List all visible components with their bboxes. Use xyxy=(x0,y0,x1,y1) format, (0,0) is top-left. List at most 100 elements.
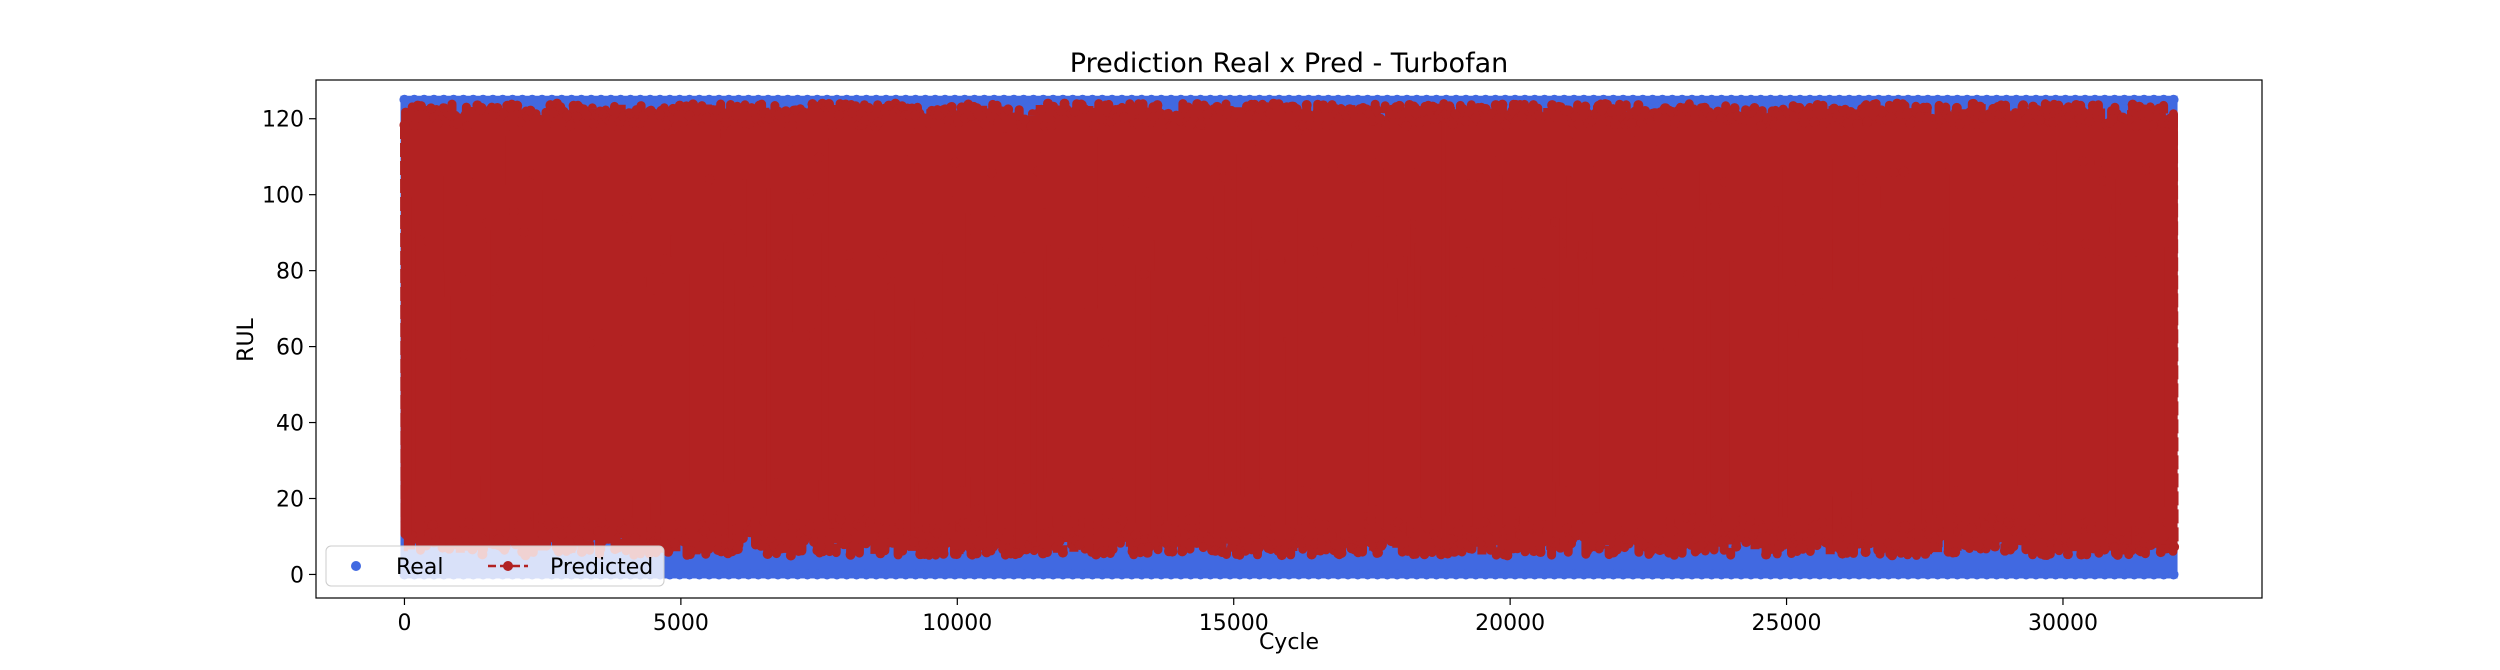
predicted-point xyxy=(2147,120,2158,131)
predicted-point xyxy=(1610,119,1621,130)
real-point xyxy=(1205,94,1216,105)
predicted-point xyxy=(1235,117,1246,128)
real-point xyxy=(1598,569,1609,580)
real-point xyxy=(2001,569,2012,580)
predicted-point xyxy=(1543,118,1554,129)
real-point xyxy=(949,569,960,580)
real-point xyxy=(1686,569,1697,580)
predicted-point xyxy=(1404,99,1415,110)
y-tick-label: 60 xyxy=(276,336,304,361)
predicted-point xyxy=(1868,99,1879,110)
real-point xyxy=(674,569,685,580)
real-point xyxy=(841,569,852,580)
predicted-point xyxy=(1139,269,1150,280)
predicted-point xyxy=(2077,156,2088,167)
predicted-point xyxy=(542,118,553,129)
predicted-point xyxy=(2062,549,2073,560)
real-point xyxy=(782,569,793,580)
real-point xyxy=(792,94,803,105)
real-point xyxy=(1578,569,1589,580)
real-point xyxy=(1333,569,1344,580)
real-point xyxy=(1736,94,1747,105)
real-point xyxy=(1097,569,1108,580)
real-point xyxy=(998,569,1009,580)
legend-real-label: Real xyxy=(396,555,443,580)
real-point xyxy=(782,94,793,105)
real-point xyxy=(1225,569,1236,580)
real-point xyxy=(428,94,439,105)
real-point xyxy=(2089,569,2100,580)
y-tick-label: 100 xyxy=(262,184,304,209)
plot-area xyxy=(399,94,2180,580)
predicted-point xyxy=(850,101,861,112)
real-point xyxy=(1028,94,1039,105)
real-point xyxy=(1057,569,1068,580)
predicted-point xyxy=(1749,103,1760,114)
predicted-point xyxy=(1291,104,1302,115)
predicted-point xyxy=(1046,120,1057,131)
real-point xyxy=(2060,569,2071,580)
y-tick-label: 20 xyxy=(276,488,304,513)
y-tick-label: 40 xyxy=(276,412,304,437)
predicted-point xyxy=(1921,102,1932,113)
predicted-point xyxy=(1263,543,1274,554)
real-point xyxy=(1490,569,1501,580)
real-point xyxy=(1696,569,1707,580)
predicted-point xyxy=(2144,111,2155,122)
predicted-point xyxy=(2122,534,2133,545)
predicted-point xyxy=(1900,520,1911,531)
predicted-point xyxy=(2074,113,2085,124)
real-point xyxy=(2168,94,2179,105)
real-point xyxy=(1637,569,1648,580)
predicted-point xyxy=(416,101,427,112)
predicted-point xyxy=(561,110,572,121)
predicted-point xyxy=(1132,118,1143,129)
predicted-point xyxy=(1605,533,1616,544)
real-point xyxy=(753,569,764,580)
real-point xyxy=(1362,569,1373,580)
real-point xyxy=(831,569,842,580)
predicted-point xyxy=(1306,549,1317,560)
predicted-point xyxy=(943,115,954,126)
predicted-point xyxy=(1376,540,1387,551)
real-point xyxy=(1156,569,1167,580)
predicted-point xyxy=(842,533,853,544)
real-point xyxy=(1293,94,1304,105)
predicted-point xyxy=(931,527,942,538)
predicted-point xyxy=(971,548,982,559)
real-point xyxy=(812,569,823,580)
real-point xyxy=(1608,569,1619,580)
predicted-point xyxy=(1482,532,1493,543)
real-point xyxy=(1755,94,1766,105)
real-point xyxy=(1352,569,1363,580)
real-point xyxy=(1480,94,1491,105)
predicted-point xyxy=(2071,99,2082,110)
predicted-point xyxy=(979,118,990,129)
real-point xyxy=(1510,569,1521,580)
x-tick-label: 20000 xyxy=(1475,611,1545,636)
real-point xyxy=(1274,569,1285,580)
real-point xyxy=(2040,569,2051,580)
real-point xyxy=(1952,569,1963,580)
real-point xyxy=(1647,94,1658,105)
predicted-point xyxy=(573,535,584,546)
real-point xyxy=(537,94,548,105)
predicted-point xyxy=(409,120,420,131)
x-tick-label: 25000 xyxy=(1752,611,1822,636)
predicted-point xyxy=(1212,101,1223,112)
predicted-point xyxy=(777,250,788,261)
legend-real-marker xyxy=(351,561,361,571)
predicted-point xyxy=(754,100,765,111)
real-point xyxy=(1824,94,1835,105)
real-point xyxy=(1814,569,1825,580)
real-point xyxy=(2011,569,2022,580)
predicted-point xyxy=(1311,108,1322,119)
real-point xyxy=(615,94,626,105)
predicted-point xyxy=(799,535,810,546)
real-point xyxy=(1539,94,1550,105)
real-point xyxy=(1785,569,1796,580)
real-point xyxy=(861,569,872,580)
real-point xyxy=(1185,569,1196,580)
real-point xyxy=(2050,569,2061,580)
real-point xyxy=(2119,569,2130,580)
